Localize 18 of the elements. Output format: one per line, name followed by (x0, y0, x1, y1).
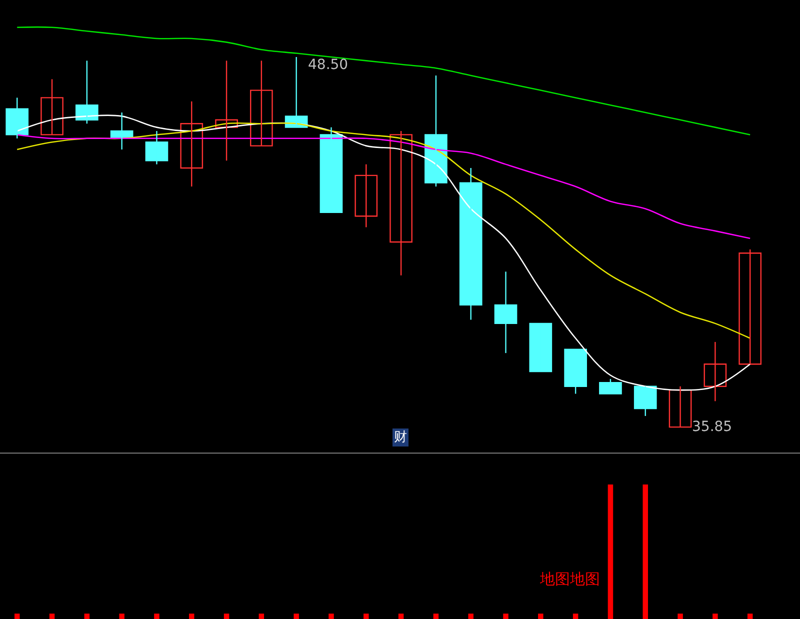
annotation: 35.85 (692, 419, 732, 435)
candlestick (599, 378, 622, 394)
candlestick (494, 271, 518, 354)
candlestick (564, 348, 587, 394)
annotation: 48.50 (308, 57, 348, 73)
text: 财 (394, 430, 407, 445)
candlestick (250, 60, 273, 146)
candlestick (390, 130, 412, 276)
candlestick (459, 167, 482, 320)
annotation: 地图地图 (539, 570, 600, 588)
candlestick (529, 322, 552, 372)
candlestick (320, 126, 343, 214)
candlestick (145, 130, 168, 165)
candlestick (6, 97, 29, 140)
candlestick (738, 248, 762, 365)
candlestick (40, 78, 64, 136)
candlestick (634, 386, 657, 417)
candlestick (354, 164, 378, 228)
